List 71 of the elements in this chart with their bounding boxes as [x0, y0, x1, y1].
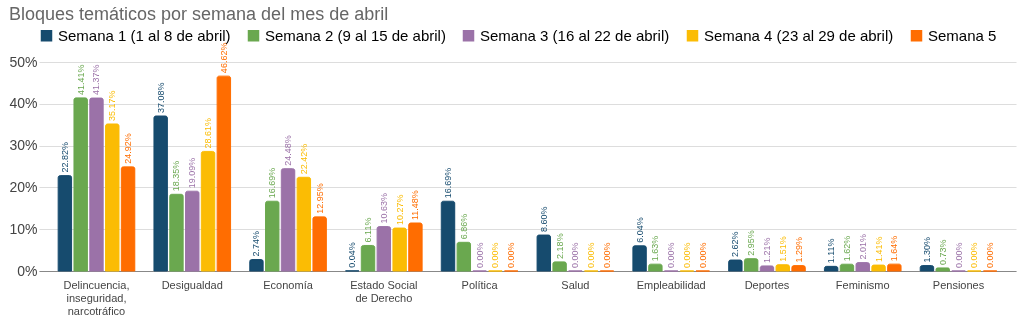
- data-label: 0.00%: [490, 242, 501, 268]
- data-label: 0.04%: [347, 242, 358, 268]
- data-label: 16.69%: [443, 167, 454, 199]
- x-tick-label: Economía: [263, 278, 314, 291]
- legend-label: Semana 1 (1 al 8 de abril): [58, 26, 231, 44]
- data-label: 0.73%: [937, 239, 948, 265]
- data-label: 0.00%: [474, 242, 485, 268]
- data-label: 22.82%: [59, 142, 70, 173]
- data-label: 8.60%: [538, 206, 549, 233]
- x-tick-label: Empleabilidad: [636, 278, 706, 291]
- x-tick-label: Pensiones: [932, 278, 985, 291]
- data-label: 11.48%: [410, 190, 421, 221]
- data-label: 41.37%: [91, 64, 102, 96]
- data-label: 35.17%: [107, 90, 118, 121]
- data-label: 10.27%: [394, 194, 405, 226]
- x-tick-label: Delincuencia, inseguridad, narcotráfico: [63, 278, 130, 317]
- data-label: 1.11%: [826, 238, 837, 264]
- data-label: 18.35%: [171, 160, 182, 192]
- data-label: 0.00%: [666, 242, 677, 268]
- data-label: 0.00%: [953, 242, 964, 268]
- data-label: 16.69%: [267, 167, 278, 199]
- legend-label: Semana 3 (16 al 22 de abril): [480, 26, 670, 44]
- y-tick-label: 40%: [9, 95, 38, 112]
- x-tick-label: Deportes: [744, 278, 790, 291]
- data-label: 19.09%: [187, 157, 198, 189]
- data-label: 2.01%: [857, 234, 868, 260]
- data-label: 0.00%: [586, 242, 597, 268]
- data-label: 2.74%: [251, 231, 262, 257]
- data-label: 6.11%: [363, 217, 374, 243]
- data-label: 28.61%: [203, 117, 214, 149]
- x-tick-label: Desigualdad: [161, 278, 223, 291]
- data-label: 1.21%: [761, 237, 772, 263]
- data-label: 1.51%: [777, 236, 788, 262]
- data-label: 1.62%: [841, 235, 852, 262]
- data-label: 0.00%: [570, 242, 581, 268]
- x-tick-label: Feminismo: [835, 278, 890, 291]
- data-label: 0.00%: [697, 242, 708, 268]
- y-tick-label: 10%: [9, 220, 38, 237]
- data-label: 37.08%: [155, 82, 166, 114]
- y-tick-label: 20%: [9, 178, 38, 195]
- data-label: 1.64%: [889, 235, 900, 262]
- data-label: 10.63%: [378, 193, 389, 224]
- data-label: 22.42%: [298, 143, 309, 175]
- data-label: 1.41%: [873, 236, 884, 263]
- x-tick-label: Política: [461, 278, 499, 291]
- legend-label: Semana 4 (23 al 29 de abril): [704, 26, 894, 44]
- x-tick-label: Salud: [561, 278, 590, 291]
- legend-label: Semana 5: [928, 26, 997, 44]
- data-label: 0.00%: [985, 242, 996, 268]
- x-tick-label: Estado Social de Derecho: [350, 278, 418, 304]
- y-tick-label: 0%: [17, 262, 38, 279]
- data-label: 1.63%: [650, 235, 661, 262]
- y-tick-label: 30%: [9, 137, 38, 154]
- data-label: 24.92%: [123, 133, 134, 164]
- data-label: 0.00%: [601, 242, 612, 268]
- data-label: 2.95%: [746, 230, 757, 256]
- data-label: 0.00%: [969, 242, 980, 268]
- data-label: 1.29%: [793, 237, 804, 263]
- chart-title: Bloques temáticos por semana del mes de abril: [8, 4, 389, 24]
- data-label: 6.86%: [458, 213, 469, 240]
- data-label: 1.30%: [921, 237, 932, 263]
- data-label: 2.62%: [730, 231, 741, 258]
- data-label: 0.00%: [506, 242, 517, 268]
- data-label: 24.48%: [283, 135, 294, 166]
- data-label: 2.18%: [554, 233, 565, 259]
- legend-label: Semana 2 (9 al 15 de abril): [265, 26, 446, 44]
- data-label: 41.41%: [75, 64, 86, 95]
- data-label: 6.04%: [634, 217, 645, 243]
- data-label: 12.95%: [314, 183, 325, 214]
- y-tick-label: 50%: [9, 53, 38, 70]
- data-label: 0.00%: [681, 242, 692, 268]
